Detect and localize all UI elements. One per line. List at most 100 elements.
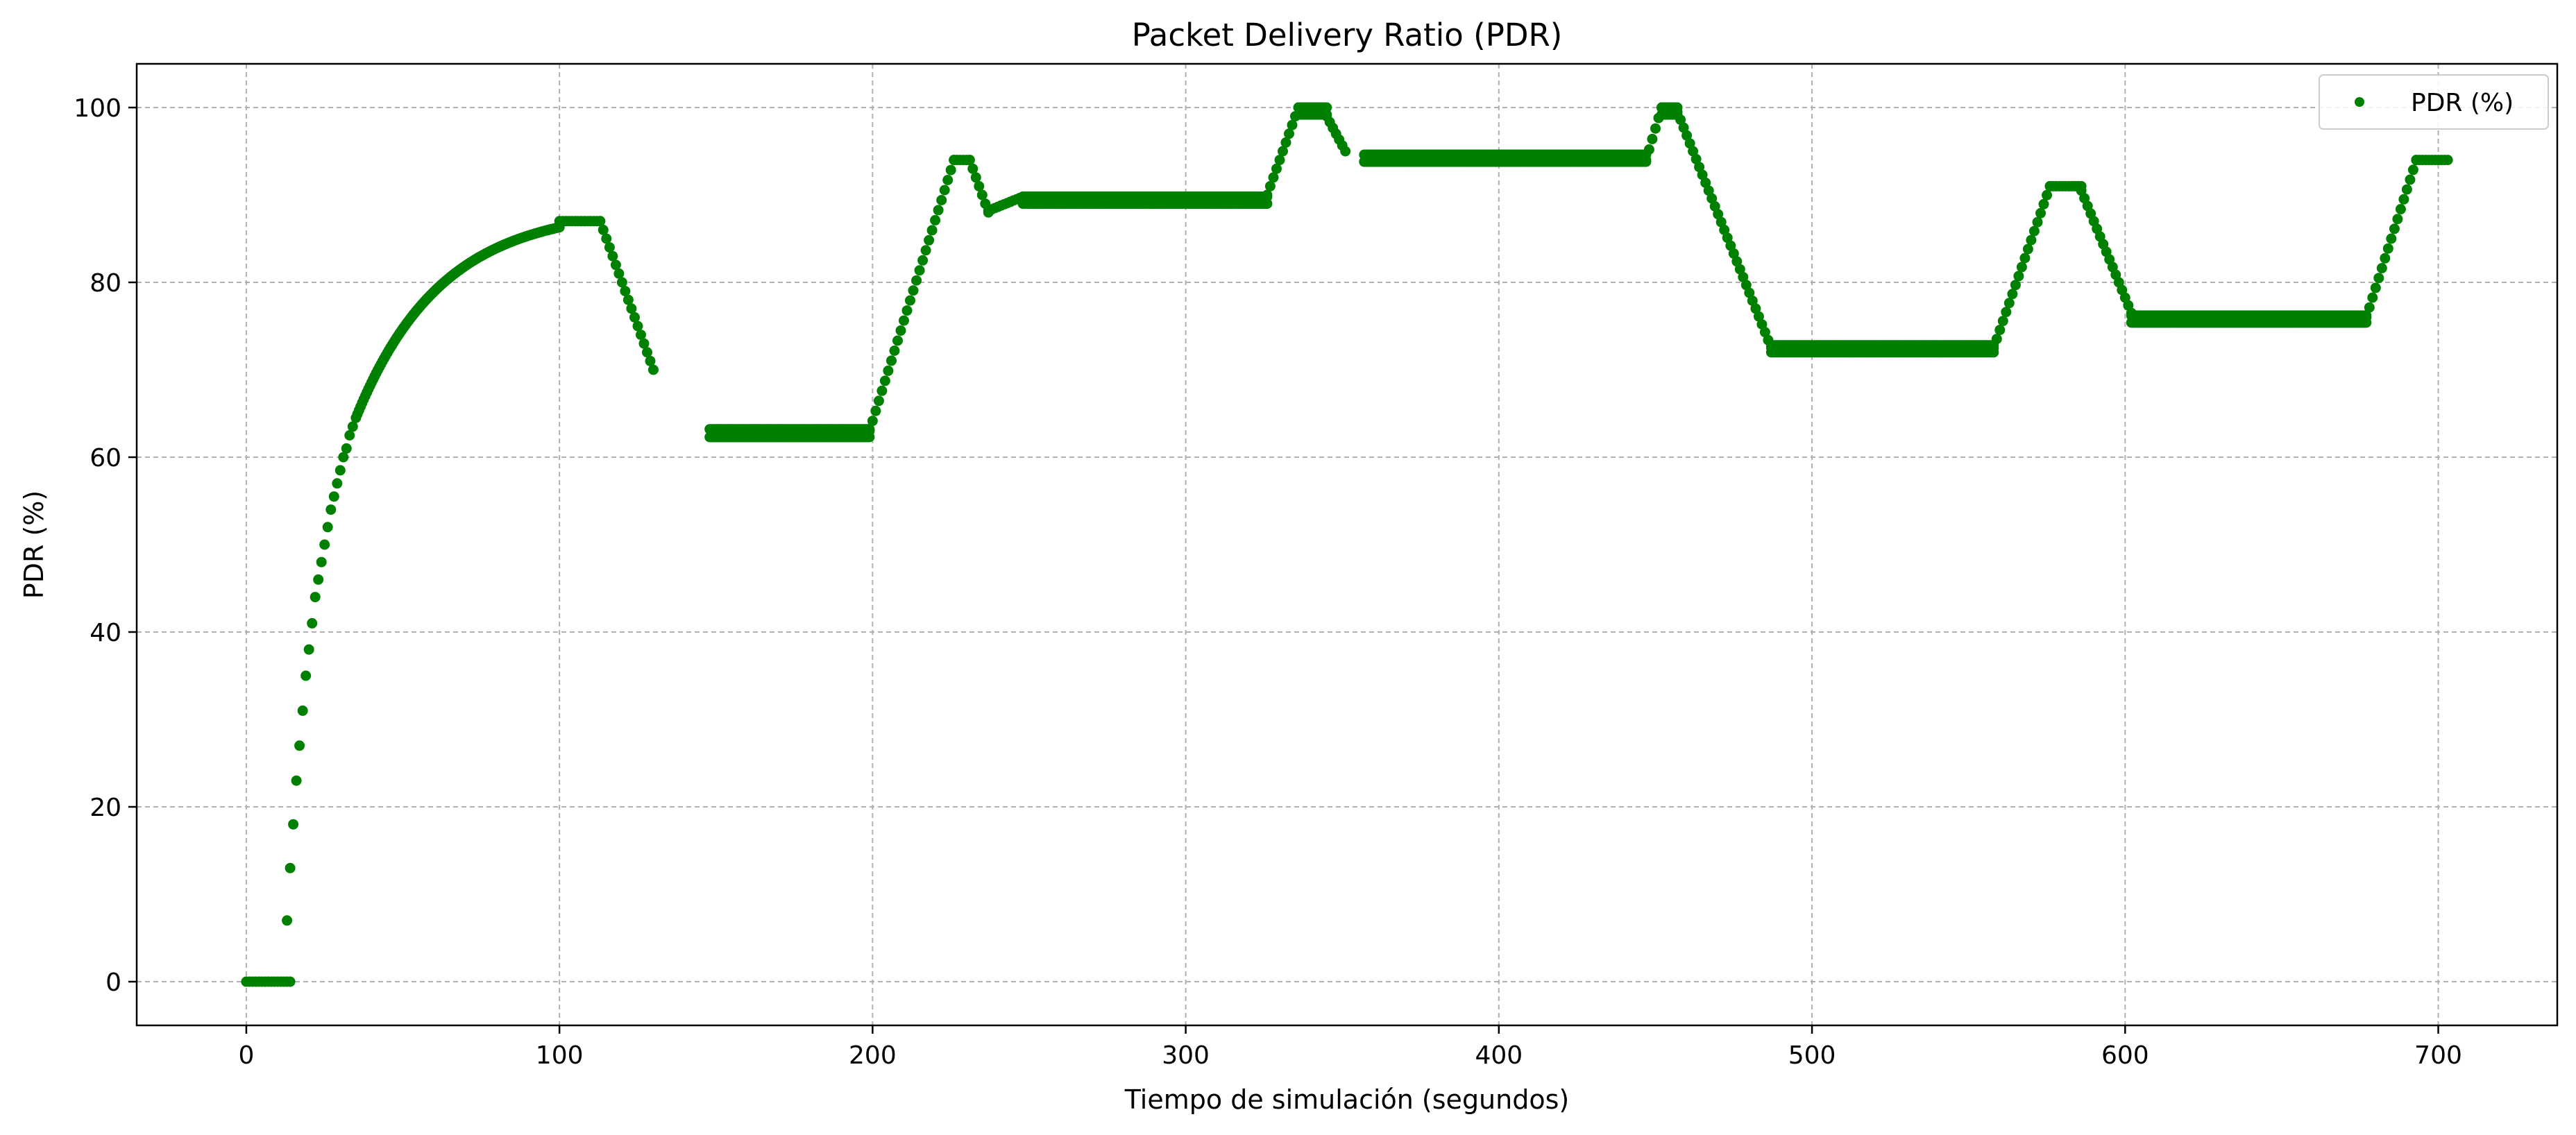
data-point bbox=[2373, 273, 2384, 284]
data-point bbox=[1991, 334, 2002, 345]
data-point bbox=[1697, 169, 1708, 180]
data-point bbox=[307, 617, 318, 629]
data-point bbox=[1684, 138, 1695, 149]
x-tick-label: 200 bbox=[849, 1041, 897, 1070]
data-point bbox=[1740, 280, 1752, 291]
data-point bbox=[870, 405, 881, 416]
data-point bbox=[1694, 162, 1705, 173]
data-point bbox=[2007, 289, 2018, 300]
data-point bbox=[967, 163, 978, 174]
data-point bbox=[288, 819, 299, 830]
data-point bbox=[2407, 164, 2418, 176]
data-point bbox=[1994, 325, 2006, 336]
data-point bbox=[2382, 243, 2393, 254]
data-point bbox=[322, 522, 333, 533]
data-point bbox=[873, 395, 884, 407]
data-point bbox=[974, 180, 985, 191]
data-point bbox=[313, 574, 324, 585]
data-point bbox=[905, 295, 915, 306]
data-point bbox=[310, 592, 321, 603]
data-point bbox=[899, 315, 909, 326]
data-point bbox=[901, 305, 913, 316]
data-point bbox=[1744, 287, 1755, 298]
data-point bbox=[2019, 253, 2031, 264]
data-point bbox=[341, 443, 352, 454]
data-point bbox=[642, 347, 652, 358]
data-point bbox=[1706, 193, 1718, 204]
data-point bbox=[2042, 189, 2052, 200]
data-point bbox=[914, 265, 925, 276]
data-point bbox=[895, 325, 906, 336]
data-point bbox=[2405, 174, 2416, 185]
data-point bbox=[1280, 137, 1291, 148]
data-point bbox=[607, 250, 618, 262]
x-tick-label: 700 bbox=[2414, 1041, 2462, 1070]
legend-marker bbox=[2355, 97, 2364, 107]
data-point bbox=[1756, 319, 1768, 330]
data-point bbox=[964, 155, 975, 166]
data-point bbox=[2380, 253, 2391, 264]
data-point bbox=[1650, 123, 1661, 134]
x-axis-label: Tiempo de simulación (segundos) bbox=[1124, 1084, 1569, 1115]
data-point bbox=[1675, 114, 1686, 126]
data-point bbox=[1641, 155, 1652, 166]
data-point bbox=[2013, 271, 2024, 282]
data-point bbox=[1728, 248, 1739, 259]
data-point bbox=[2398, 194, 2409, 205]
data-point bbox=[867, 416, 878, 427]
data-point bbox=[920, 245, 931, 256]
data-point bbox=[908, 285, 919, 296]
plot-frame bbox=[135, 62, 2559, 1027]
data-point bbox=[1690, 153, 1702, 164]
data-point bbox=[1278, 146, 1288, 157]
data-points bbox=[241, 102, 2453, 987]
data-point bbox=[2026, 234, 2037, 246]
data-point bbox=[1997, 316, 2008, 327]
data-point bbox=[645, 355, 656, 366]
data-point bbox=[1713, 209, 1724, 220]
data-point bbox=[2001, 307, 2012, 318]
axis-ticks: 0 100 200 300 400 500 600 700 0 20 40 60 80 100 bbox=[74, 94, 2462, 1070]
data-point bbox=[613, 268, 625, 279]
data-point bbox=[2370, 282, 2381, 293]
data-point bbox=[601, 233, 612, 244]
data-point bbox=[933, 205, 944, 216]
data-point bbox=[936, 195, 947, 205]
data-point bbox=[285, 976, 296, 987]
x-tick-label: 600 bbox=[2101, 1041, 2149, 1070]
data-point bbox=[334, 465, 346, 476]
legend-entry-pdr: PDR (%) bbox=[2411, 89, 2514, 117]
data-point bbox=[2022, 244, 2033, 255]
data-point bbox=[879, 375, 890, 386]
data-point bbox=[316, 556, 327, 568]
data-point bbox=[942, 175, 954, 185]
data-point bbox=[620, 286, 631, 297]
data-point bbox=[892, 335, 903, 346]
data-point bbox=[1988, 343, 1999, 353]
data-point bbox=[332, 478, 343, 489]
data-point bbox=[2442, 155, 2453, 166]
data-point bbox=[1709, 200, 1720, 212]
data-point bbox=[976, 189, 988, 200]
y-axis-label: PDR (%) bbox=[19, 490, 49, 599]
y-tick-label: 20 bbox=[90, 794, 121, 822]
data-point bbox=[2392, 214, 2403, 225]
data-point bbox=[629, 312, 640, 323]
data-point bbox=[338, 452, 349, 463]
y-tick-label: 40 bbox=[90, 619, 121, 647]
data-point bbox=[945, 164, 956, 176]
data-point bbox=[1725, 240, 1736, 251]
data-point bbox=[2401, 184, 2412, 195]
x-tick-label: 100 bbox=[536, 1041, 584, 1070]
y-tick-label: 80 bbox=[90, 269, 121, 298]
data-point bbox=[926, 225, 938, 236]
data-point bbox=[325, 504, 337, 515]
data-point bbox=[2010, 280, 2021, 291]
data-point bbox=[1287, 119, 1298, 130]
data-point bbox=[1722, 232, 1733, 244]
data-point bbox=[2376, 263, 2387, 273]
data-point bbox=[2389, 223, 2400, 234]
data-point bbox=[1719, 224, 1730, 235]
data-point bbox=[924, 234, 935, 246]
